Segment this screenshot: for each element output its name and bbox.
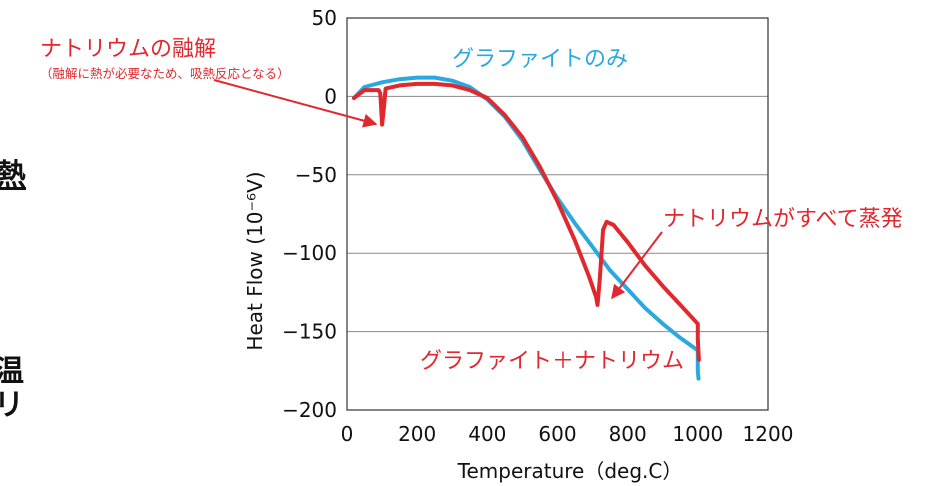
- plot-frame: [346, 17, 769, 411]
- x-tick-label: 1200: [743, 422, 794, 446]
- page-text-fragment-lower: 温 リ: [0, 355, 24, 423]
- page-text-fragment: 熱: [0, 158, 26, 193]
- x-tick-label: 0: [341, 422, 354, 446]
- x-tick-label: 800: [609, 422, 647, 446]
- series-layer: [352, 75, 701, 381]
- series-line-graphite-only: [352, 75, 701, 381]
- x-axis-label: Temperature（deg.C）: [457, 459, 683, 483]
- x-tick-label: 600: [538, 422, 576, 446]
- annotation-sodium-melting: ナトリウムの融解: [40, 37, 216, 62]
- x-tick-label: 200: [398, 422, 436, 446]
- page-text-fragment-line: 温: [0, 354, 24, 389]
- y-tick-label: −50: [295, 163, 337, 187]
- y-tick-label: −150: [282, 320, 337, 344]
- series-line-graphite-sodium: [352, 81, 701, 362]
- x-tick-label: 400: [468, 422, 506, 446]
- annotation-sodium-melting-note: （融解に熱が必要なため、吸熱反応となる）: [40, 66, 290, 81]
- annotation-arrow-evaporation: [611, 231, 663, 300]
- y-tick-label: 0: [324, 84, 337, 108]
- y-tick-label: −100: [282, 241, 337, 265]
- annotation-arrow-melting: [213, 79, 378, 128]
- legend-label-graphite-only: グラファイトのみ: [452, 47, 628, 72]
- page-text-fragment-line: リ: [0, 388, 24, 423]
- legend-label-graphite-sodium: グラファイト＋ナトリウム: [420, 349, 684, 374]
- y-axis-label: Heat Flow (10⁻⁶V): [243, 171, 267, 350]
- y-tick-label: 50: [312, 6, 337, 30]
- y-tick-label: −200: [282, 398, 337, 422]
- annotation-sodium-evaporated: ナトリウムがすべて蒸発: [663, 207, 903, 232]
- x-tick-label: 1000: [672, 422, 723, 446]
